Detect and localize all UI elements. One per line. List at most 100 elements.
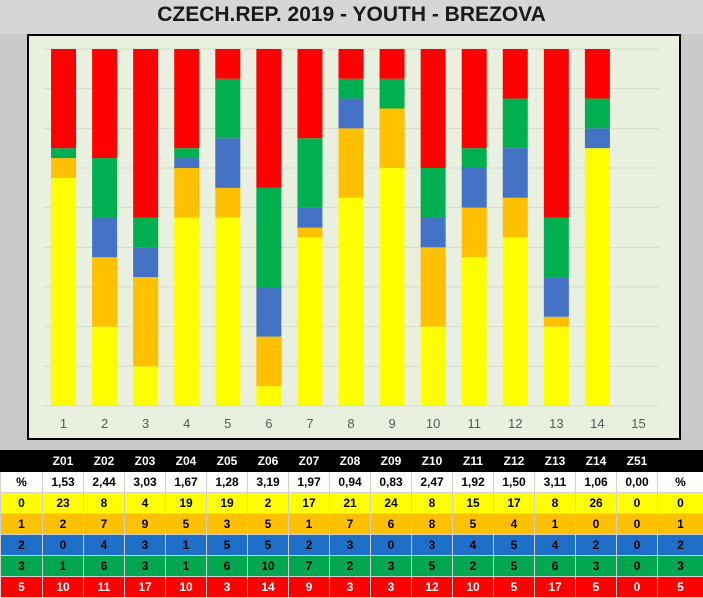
table-cell: 10 <box>248 556 289 577</box>
table-cell: 1,06 <box>576 472 617 493</box>
table-header-cell: Z04 <box>166 451 207 472</box>
table-cell: 0 <box>617 535 658 556</box>
table-cell: 2,44 <box>84 472 125 493</box>
bar-segment-5-score-1 <box>215 188 240 218</box>
table-cell: 17 <box>535 577 576 598</box>
bar-segment-6-score-2 <box>256 287 281 337</box>
table-cell: 5 <box>453 514 494 535</box>
table-cell: 14 <box>248 577 289 598</box>
table-cell: 2 <box>330 556 371 577</box>
table-cell: 26 <box>576 493 617 514</box>
table-cell: 9 <box>289 577 330 598</box>
table-cell: 4 <box>125 493 166 514</box>
table-header-cell: Z51 <box>617 451 658 472</box>
bar-segment-11-score-5 <box>462 49 487 148</box>
bar-segment-12-score-5 <box>503 49 528 99</box>
table-cell: 0,94 <box>330 472 371 493</box>
bar-segment-10-score-2 <box>421 218 446 248</box>
bar-segment-6-score-5 <box>256 49 281 188</box>
bar-segment-7-score-2 <box>297 208 322 228</box>
table-cell: 5 <box>248 514 289 535</box>
table-cell: 3 <box>1 556 43 577</box>
table-cell: 8 <box>412 493 453 514</box>
bar-segment-14-score-2 <box>585 128 610 148</box>
table-cell: 3 <box>207 577 248 598</box>
table-header-cell: Z10 <box>412 451 453 472</box>
table-cell: 0 <box>371 535 412 556</box>
table-cell: 5 <box>494 577 535 598</box>
table-cell: 0 <box>617 556 658 577</box>
table-cell: 1 <box>658 514 703 535</box>
table-header-cell <box>658 451 703 472</box>
table-cell: 2,47 <box>412 472 453 493</box>
bar-segment-12-score-3 <box>503 99 528 149</box>
bar-segment-8-score-0 <box>339 198 364 406</box>
table-cell: 24 <box>371 493 412 514</box>
table-cell: 3 <box>371 556 412 577</box>
table-cell: 17 <box>289 493 330 514</box>
table-cell: 3 <box>125 556 166 577</box>
table-cell: 3 <box>330 577 371 598</box>
table-header-cell: Z12 <box>494 451 535 472</box>
bar-segment-13-score-1 <box>544 317 569 327</box>
table-header-cell: Z06 <box>248 451 289 472</box>
bar-segment-9-score-5 <box>380 49 405 79</box>
bar-segment-8-score-1 <box>339 128 364 197</box>
bar-segment-12-score-1 <box>503 198 528 238</box>
x-tick-label: 1 <box>60 416 67 431</box>
table-cell: 3 <box>125 535 166 556</box>
table-cell: 1 <box>289 514 330 535</box>
table-cell: 0 <box>43 535 84 556</box>
x-tick-label: 11 <box>467 416 481 431</box>
table-cell: 3 <box>371 577 412 598</box>
table-cell: 5 <box>207 535 248 556</box>
bar-segment-3-score-5 <box>133 49 158 218</box>
table-cell: 10 <box>166 577 207 598</box>
table-cell: 5 <box>412 556 453 577</box>
bar-segment-1-score-1 <box>51 158 76 178</box>
bar-segment-4-score-5 <box>174 49 199 148</box>
bar-segment-3-score-0 <box>133 366 158 406</box>
bar-segment-3-score-2 <box>133 247 158 277</box>
x-tick-label: 2 <box>101 416 108 431</box>
table-cell: 19 <box>207 493 248 514</box>
table-cell: 8 <box>412 514 453 535</box>
table-cell: 3 <box>658 556 703 577</box>
chart-title: CZECH.REP. 2019 - YOUTH - BREZOVA <box>0 3 703 27</box>
table-cell: 0,00 <box>617 472 658 493</box>
bar-segment-3-score-3 <box>133 218 158 248</box>
bar-segment-11-score-3 <box>462 148 487 168</box>
table-cell: 10 <box>43 577 84 598</box>
table-header-cell: Z09 <box>371 451 412 472</box>
bar-segment-12-score-2 <box>503 148 528 198</box>
table-cell: 3 <box>576 556 617 577</box>
table-header-cell <box>1 451 43 472</box>
table-cell: 3 <box>207 514 248 535</box>
bar-segment-7-score-5 <box>297 49 322 138</box>
table-cell: 7 <box>330 514 371 535</box>
table-cell: 4 <box>535 535 576 556</box>
table-cell: % <box>658 472 703 493</box>
bar-segment-10-score-1 <box>421 247 446 326</box>
table-cell: 9 <box>125 514 166 535</box>
table-cell: 23 <box>43 493 84 514</box>
table-cell: 2 <box>576 535 617 556</box>
x-tick-label: 3 <box>142 416 149 431</box>
bar-segment-14-score-3 <box>585 99 610 129</box>
table-cell: 15 <box>453 493 494 514</box>
bar-segment-8-score-5 <box>339 49 364 79</box>
table-cell: 2 <box>289 535 330 556</box>
table-cell: 19 <box>166 493 207 514</box>
table-cell: 3,19 <box>248 472 289 493</box>
bar-segment-9-score-3 <box>380 79 405 109</box>
bar-segment-5-score-5 <box>215 49 240 79</box>
table-header-cell: Z02 <box>84 451 125 472</box>
x-tick-label: 9 <box>388 416 395 431</box>
table-cell: 4 <box>84 535 125 556</box>
bar-segment-8-score-2 <box>339 99 364 129</box>
table-cell: 8 <box>84 493 125 514</box>
